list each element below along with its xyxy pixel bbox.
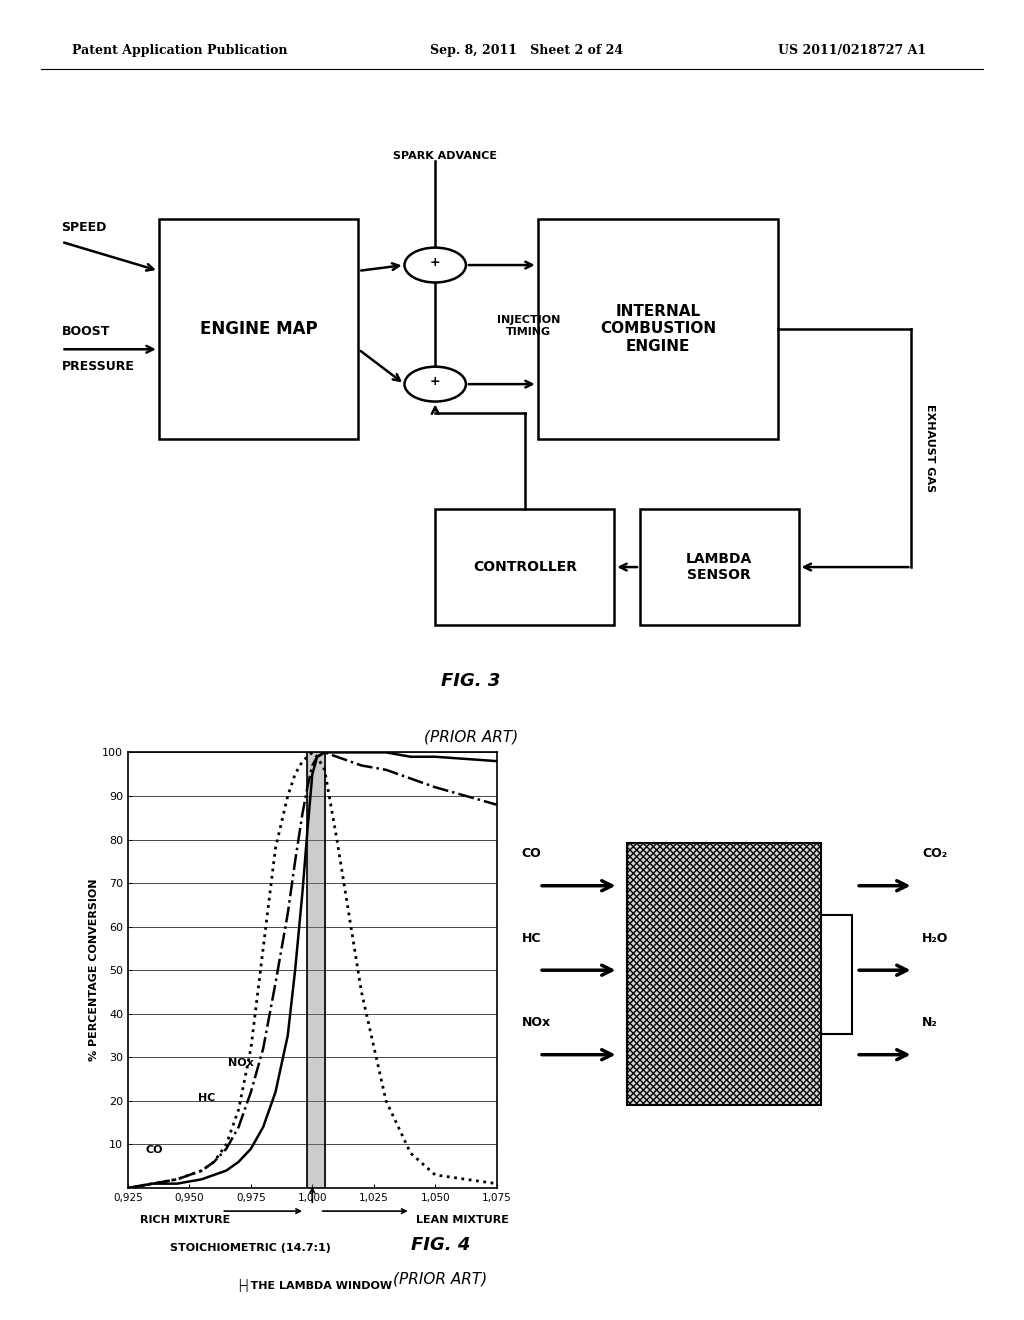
Text: HC: HC (521, 932, 541, 945)
Text: NOx: NOx (521, 1016, 551, 1030)
Text: LAMBDA
SENSOR: LAMBDA SENSOR (686, 552, 753, 582)
Text: ├┤THE LAMBDA WINDOW: ├┤THE LAMBDA WINDOW (238, 1279, 392, 1292)
Text: N₂: N₂ (923, 1016, 938, 1030)
Text: CO: CO (521, 847, 542, 861)
Text: STOICHIOMETRIC (14.7:1): STOICHIOMETRIC (14.7:1) (170, 1243, 332, 1253)
Text: SPEED: SPEED (61, 220, 106, 234)
Circle shape (404, 248, 466, 282)
Text: NOx: NOx (227, 1059, 253, 1068)
Text: RICH MIXTURE: RICH MIXTURE (140, 1214, 230, 1225)
Bar (307, 752, 325, 1188)
Bar (640, 510, 799, 626)
Text: US 2011/0218727 A1: US 2011/0218727 A1 (778, 45, 927, 57)
Text: FIG. 3: FIG. 3 (441, 672, 501, 689)
Bar (435, 510, 614, 626)
Text: ENGINE MAP: ENGINE MAP (200, 319, 317, 338)
Bar (627, 843, 821, 1105)
Text: +: + (430, 375, 440, 388)
Text: CONTROLLER: CONTROLLER (473, 560, 577, 574)
Text: BOOST: BOOST (61, 325, 110, 338)
Text: PRESSURE: PRESSURE (61, 360, 134, 374)
Text: (PRIOR ART): (PRIOR ART) (393, 1271, 487, 1286)
Text: HC: HC (198, 1093, 215, 1104)
Bar (159, 219, 358, 440)
Text: LEAN MIXTURE: LEAN MIXTURE (416, 1214, 508, 1225)
Text: CO: CO (145, 1146, 163, 1155)
Text: Sep. 8, 2011   Sheet 2 of 24: Sep. 8, 2011 Sheet 2 of 24 (430, 45, 624, 57)
Text: CO₂: CO₂ (923, 847, 947, 861)
Text: Patent Application Publication: Patent Application Publication (72, 45, 287, 57)
Bar (821, 915, 852, 1034)
Text: FIG. 4: FIG. 4 (411, 1236, 470, 1254)
Text: H₂O: H₂O (923, 932, 948, 945)
Text: INTERNAL
COMBUSTION
ENGINE: INTERNAL COMBUSTION ENGINE (600, 304, 716, 354)
Text: +: + (430, 256, 440, 269)
Bar (627, 843, 821, 1105)
Text: (PRIOR ART): (PRIOR ART) (424, 730, 518, 744)
Text: SPARK ADVANCE: SPARK ADVANCE (393, 150, 498, 161)
Bar (538, 219, 778, 440)
Bar (627, 843, 821, 1105)
Y-axis label: % PERCENTAGE CONVERSION: % PERCENTAGE CONVERSION (89, 879, 99, 1061)
Text: EXHAUST GAS: EXHAUST GAS (925, 404, 935, 492)
Text: INJECTION
TIMING: INJECTION TIMING (497, 315, 560, 337)
Circle shape (404, 367, 466, 401)
